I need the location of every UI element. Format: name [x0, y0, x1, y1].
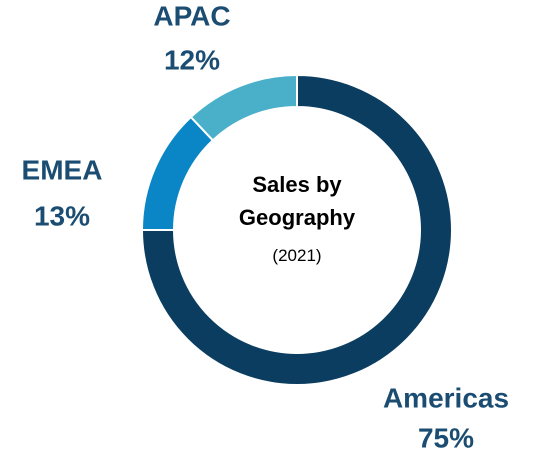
donut-segment [189, 73, 298, 142]
chart-subtitle: (2021) [272, 246, 322, 265]
value-label: 12% [164, 44, 220, 75]
center-text: Sales by Geography (2021) [217, 168, 377, 266]
category-label: EMEA [22, 154, 103, 185]
value-label: 75% [418, 422, 474, 453]
value-label: 13% [34, 200, 90, 231]
donut-segment [140, 73, 453, 386]
category-label: APAC [153, 0, 230, 31]
donut-segment [140, 115, 215, 231]
category-label: Americas [383, 382, 509, 413]
chart-title: Sales by Geography [238, 172, 356, 230]
